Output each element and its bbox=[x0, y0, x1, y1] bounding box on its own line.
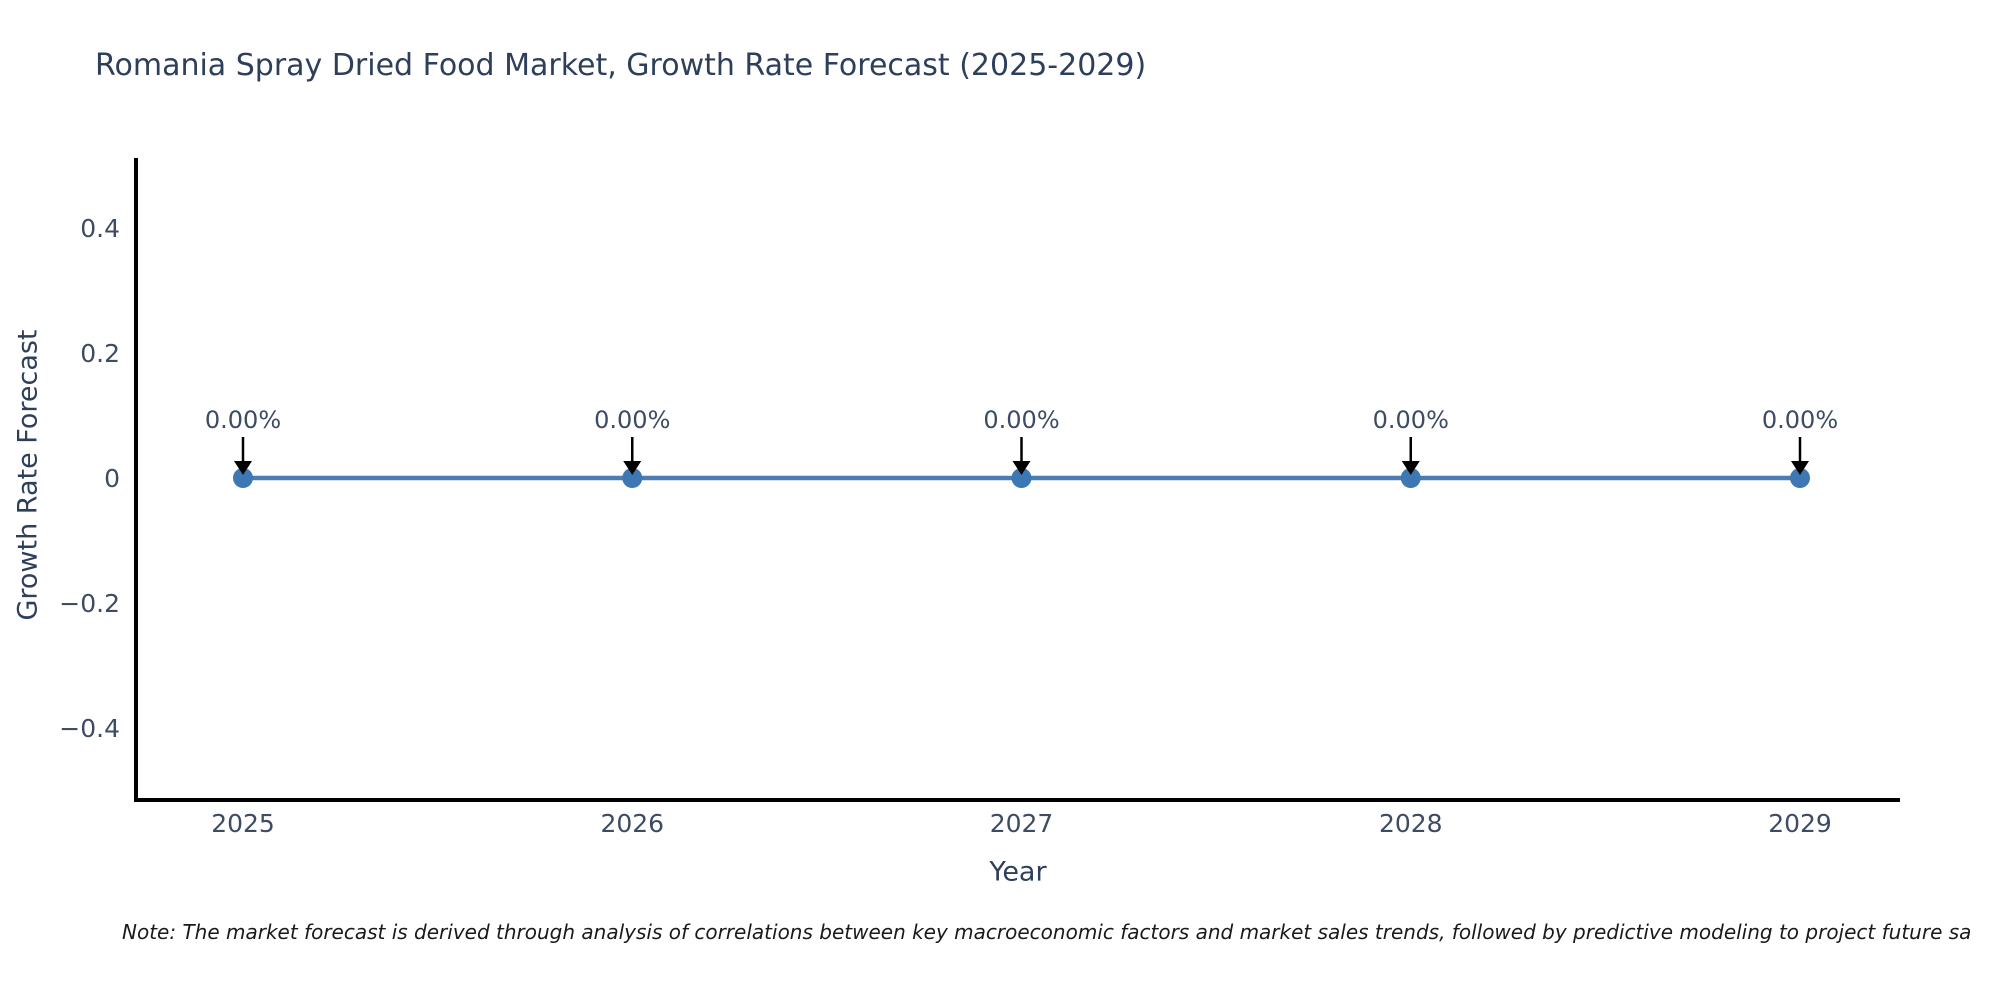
y-tick-label: −0.4 bbox=[59, 714, 120, 743]
data-point-marker bbox=[622, 468, 643, 488]
annotation-arrowhead-icon bbox=[1012, 461, 1031, 475]
x-tick-label: 2025 bbox=[211, 809, 275, 838]
point-value-label: 0.00% bbox=[594, 406, 670, 434]
data-point-marker bbox=[1400, 468, 1421, 488]
data-series bbox=[233, 468, 1810, 488]
annotation-arrowhead-icon bbox=[623, 461, 642, 475]
y-tick-label: 0 bbox=[104, 464, 120, 493]
point-value-label: 0.00% bbox=[983, 406, 1059, 434]
annotations: 0.00% 0.00% 0.00% 0.00% 0.00% bbox=[205, 406, 1838, 475]
annotation-arrowhead-icon bbox=[1401, 461, 1420, 475]
point-value-label: 0.00% bbox=[1373, 406, 1449, 434]
x-axis-title: Year bbox=[989, 856, 1047, 888]
x-tick-label: 2029 bbox=[1768, 809, 1832, 838]
y-axis-ticks: 0.4 0.2 0 −0.2 −0.4 bbox=[59, 214, 120, 743]
footnote: Note: The market forecast is derived thr… bbox=[122, 920, 1972, 944]
y-tick-label: 0.4 bbox=[80, 214, 120, 243]
chart-title: Romania Spray Dried Food Market, Growth … bbox=[95, 48, 1147, 83]
axes bbox=[134, 158, 1900, 802]
point-value-label: 0.00% bbox=[205, 406, 281, 434]
x-tick-label: 2026 bbox=[600, 809, 664, 838]
data-point-marker bbox=[1790, 468, 1810, 488]
x-axis-ticks: 2025 2026 2027 2028 2029 bbox=[211, 809, 1832, 838]
data-point-marker bbox=[1011, 468, 1032, 488]
point-value-label: 0.00% bbox=[1762, 406, 1838, 434]
y-tick-label: −0.2 bbox=[59, 589, 120, 618]
annotation-arrowhead-icon bbox=[1791, 461, 1809, 475]
data-point-marker bbox=[233, 468, 253, 488]
annotation-arrowhead-icon bbox=[234, 461, 252, 475]
x-tick-label: 2027 bbox=[990, 809, 1054, 838]
x-tick-label: 2028 bbox=[1379, 809, 1443, 838]
y-tick-label: 0.2 bbox=[80, 339, 120, 368]
